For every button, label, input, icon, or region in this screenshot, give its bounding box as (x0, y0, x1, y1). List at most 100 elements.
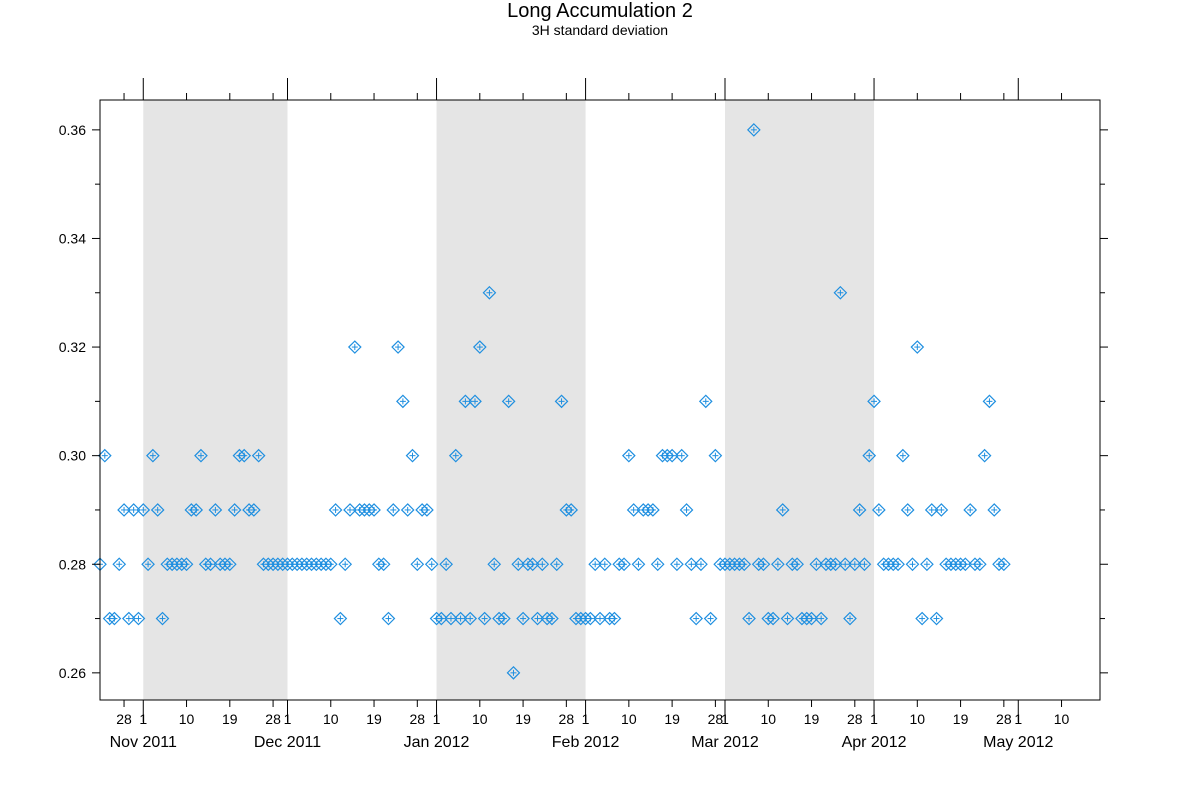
data-point (222, 557, 237, 572)
data-point (746, 123, 761, 137)
data-point (496, 611, 511, 626)
data-point (920, 557, 934, 572)
data-point (646, 503, 660, 517)
data-point (338, 557, 353, 572)
data-point (208, 503, 223, 517)
x-tick-label: 19 (664, 711, 680, 727)
data-point (631, 557, 646, 572)
data-point (381, 611, 396, 626)
data-point (626, 503, 641, 517)
data-point (910, 340, 925, 354)
data-point (987, 503, 1002, 517)
data-point (535, 557, 550, 572)
data-point (141, 557, 155, 572)
data-point (857, 557, 872, 572)
y-tick-label: 0.34 (59, 230, 86, 246)
x-month-label: Dec 2011 (254, 734, 321, 751)
data-point (588, 557, 603, 572)
y-tick-label: 0.30 (59, 448, 86, 464)
x-tick-label: 1 (284, 711, 292, 727)
data-point (689, 611, 704, 626)
x-tick-label: 1 (870, 711, 878, 727)
y-tick-label: 0.36 (59, 122, 86, 138)
data-point (227, 503, 242, 517)
x-month-label: May 2012 (983, 734, 1053, 751)
data-point (996, 557, 1011, 572)
data-point (915, 611, 929, 626)
data-point (333, 611, 348, 626)
data-points (93, 123, 1011, 680)
data-point (367, 503, 381, 517)
x-tick-label: 1 (721, 711, 729, 727)
x-tick-label: 28 (996, 711, 1012, 727)
data-point (934, 503, 949, 517)
data-point (698, 394, 713, 409)
data-point (862, 448, 877, 463)
x-month-label: Feb 2012 (552, 734, 620, 751)
data-point (924, 503, 939, 517)
data-point (179, 557, 194, 572)
x-tick-label: 10 (621, 711, 637, 727)
data-point (847, 557, 862, 572)
data-point (708, 448, 723, 463)
data-point (684, 557, 699, 572)
x-tick-label: 1 (139, 711, 147, 727)
data-point (775, 503, 790, 517)
data-point (900, 503, 915, 517)
data-point (771, 557, 785, 572)
data-point (376, 557, 391, 572)
x-tick-label: 19 (366, 711, 382, 727)
data-point (453, 611, 468, 626)
x-tick-label: 10 (472, 711, 488, 727)
data-point (617, 557, 631, 572)
data-point (679, 503, 694, 517)
data-point (477, 611, 492, 626)
data-point (251, 448, 266, 463)
data-point (843, 611, 857, 626)
x-tick-label: 28 (559, 711, 575, 727)
data-point (665, 448, 679, 463)
data-point (121, 611, 136, 626)
data-point (155, 611, 170, 626)
x-tick-label: 19 (804, 711, 820, 727)
plot-frame (99, 99, 1101, 701)
data-point (472, 340, 487, 354)
data-point (468, 394, 482, 409)
x-tick-label: 10 (760, 711, 776, 727)
data-point (203, 557, 218, 572)
data-point (396, 394, 410, 409)
x-tick-label: 28 (265, 711, 281, 727)
shaded-month-band (436, 100, 586, 700)
data-point (545, 611, 559, 626)
y-tick-label: 0.32 (59, 339, 86, 355)
data-point (347, 340, 362, 354)
data-point (525, 557, 540, 572)
data-point (891, 557, 905, 572)
data-point (871, 503, 886, 517)
data-point (838, 557, 853, 572)
data-point (670, 557, 684, 572)
x-tick-label: 28 (847, 711, 863, 727)
data-point (448, 448, 463, 463)
data-point (963, 503, 978, 517)
data-point (929, 611, 944, 626)
data-point (554, 394, 569, 409)
data-point (982, 394, 997, 409)
data-point (424, 557, 439, 572)
x-tick-label: 1 (582, 711, 590, 727)
x-tick-label: 1 (433, 711, 441, 727)
data-point (905, 557, 920, 572)
x-tick-label: 19 (515, 711, 531, 727)
x-tick-label: 19 (222, 711, 238, 727)
data-point (674, 448, 689, 463)
data-point (867, 394, 881, 409)
data-point (434, 611, 449, 626)
data-point (150, 503, 165, 517)
data-point (621, 448, 636, 463)
data-point (323, 557, 338, 572)
data-point (131, 611, 146, 626)
x-tick-label: 28 (708, 711, 724, 727)
data-point (694, 557, 708, 572)
data-point (977, 448, 992, 463)
